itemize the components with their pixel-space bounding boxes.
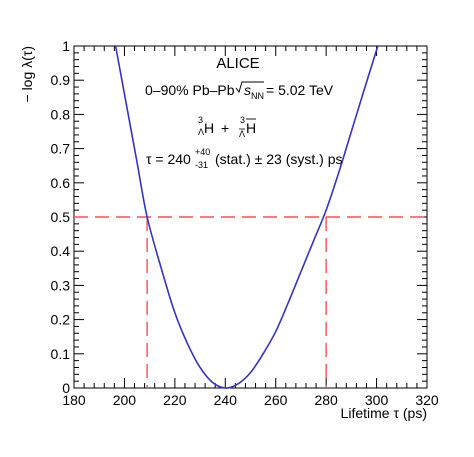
annotation-antihyper-sub: Λ (239, 129, 245, 139)
x-tick-label: 180 (62, 392, 86, 408)
annotation-hyper-plus: + (221, 120, 229, 136)
y-tick-label: 0.3 (51, 277, 71, 293)
x-tick-label: 320 (415, 392, 439, 408)
legend-annotations: ALICE 0–90% Pb–Pb s NN = 5.02 TeV 3 Λ H … (145, 55, 342, 170)
y-tick-label: 0.8 (51, 106, 71, 122)
annotation-system: 0–90% Pb–Pb (145, 82, 235, 98)
y-tick-label: 0.4 (51, 243, 71, 259)
y-tick-label: 0.7 (51, 141, 71, 157)
y-tick-label: 0.2 (51, 312, 71, 328)
annotation-sqrt-s-sub: NN (251, 91, 264, 101)
annotation-antihyper-mass: 3 (240, 115, 245, 125)
series-line (114, 45, 379, 389)
annotation-result-down: -31 (195, 160, 208, 170)
axes: 180 200 220 240 260 280 300 320 0 0.1 0.2 0.3 0.4 0.5… (51, 38, 439, 408)
annotation-sqrt-s: s (244, 82, 251, 98)
annotation-system-prefix: 0–90% Pb–Pb (145, 82, 235, 98)
annotation-result-main: τ = 240 (146, 151, 191, 167)
x-tick-label: 200 (113, 392, 137, 408)
x-tick-label: 300 (365, 392, 389, 408)
sqrt-sign (235, 81, 264, 94)
y-tick-label: 0.5 (51, 209, 71, 225)
y-tick-label: 0.1 (51, 346, 71, 362)
x-axis-title: Lifetime τ (ps) (341, 405, 427, 421)
reference-lines (74, 216, 427, 388)
y-tick-label: 0.9 (51, 72, 71, 88)
y-tick-label: 0.6 (51, 175, 71, 191)
annotation-result-rest: (stat.) ± 23 (syst.) ps (215, 151, 342, 167)
annotation-hyper-letter: H (204, 120, 214, 136)
y-tick-label: 1 (62, 38, 70, 54)
x-tick-label: 280 (314, 392, 338, 408)
annotation-hyper-sub: Λ (198, 127, 204, 137)
x-tick-label: 260 (264, 392, 288, 408)
series (114, 45, 379, 389)
annotation-antihyper-letter: H (246, 120, 256, 136)
y-tick-label: 0 (62, 380, 70, 396)
annotation-energy: = 5.02 TeV (266, 82, 334, 98)
x-tick-label: 240 (214, 392, 238, 408)
annotation-result-up: +40 (195, 147, 210, 157)
y-axis-title: − log λ(τ) (19, 46, 35, 103)
x-tick-label: 220 (163, 392, 187, 408)
annotation-hyper-mass: 3 (198, 115, 203, 125)
annotation-experiment: ALICE (216, 55, 259, 72)
